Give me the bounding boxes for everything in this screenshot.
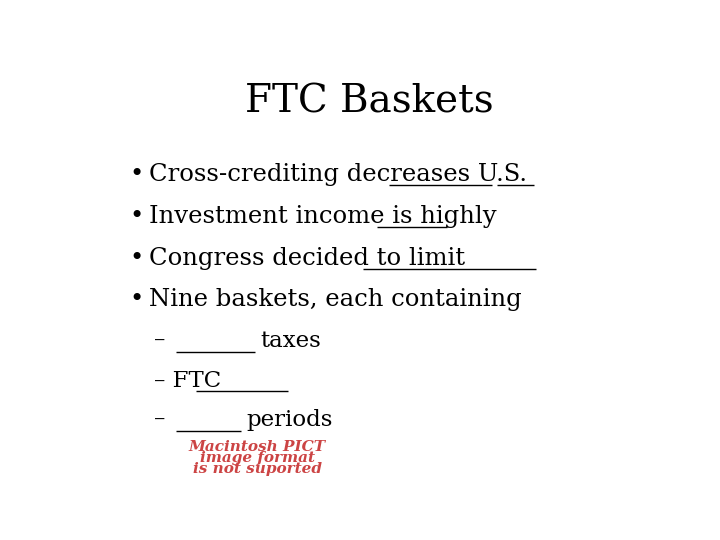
Text: •: •	[129, 247, 143, 269]
Text: Congress decided to limit: Congress decided to limit	[148, 247, 464, 269]
Text: – FTC: – FTC	[154, 370, 222, 392]
Text: Investment income is highly: Investment income is highly	[148, 205, 496, 228]
Text: •: •	[129, 164, 143, 186]
Text: –: –	[154, 330, 166, 352]
Text: –: –	[154, 409, 166, 431]
Text: FTC Baskets: FTC Baskets	[245, 84, 493, 121]
Text: Cross-crediting decreases U.S.: Cross-crediting decreases U.S.	[148, 164, 526, 186]
Text: image format: image format	[200, 451, 315, 465]
Text: •: •	[129, 205, 143, 228]
Text: •: •	[129, 288, 143, 311]
Text: Macintosh PICT: Macintosh PICT	[189, 440, 326, 454]
Text: is not suported: is not suported	[193, 462, 322, 476]
Text: taxes: taxes	[260, 330, 321, 352]
Text: Nine baskets, each containing: Nine baskets, each containing	[148, 288, 521, 311]
Text: periods: periods	[246, 409, 333, 431]
